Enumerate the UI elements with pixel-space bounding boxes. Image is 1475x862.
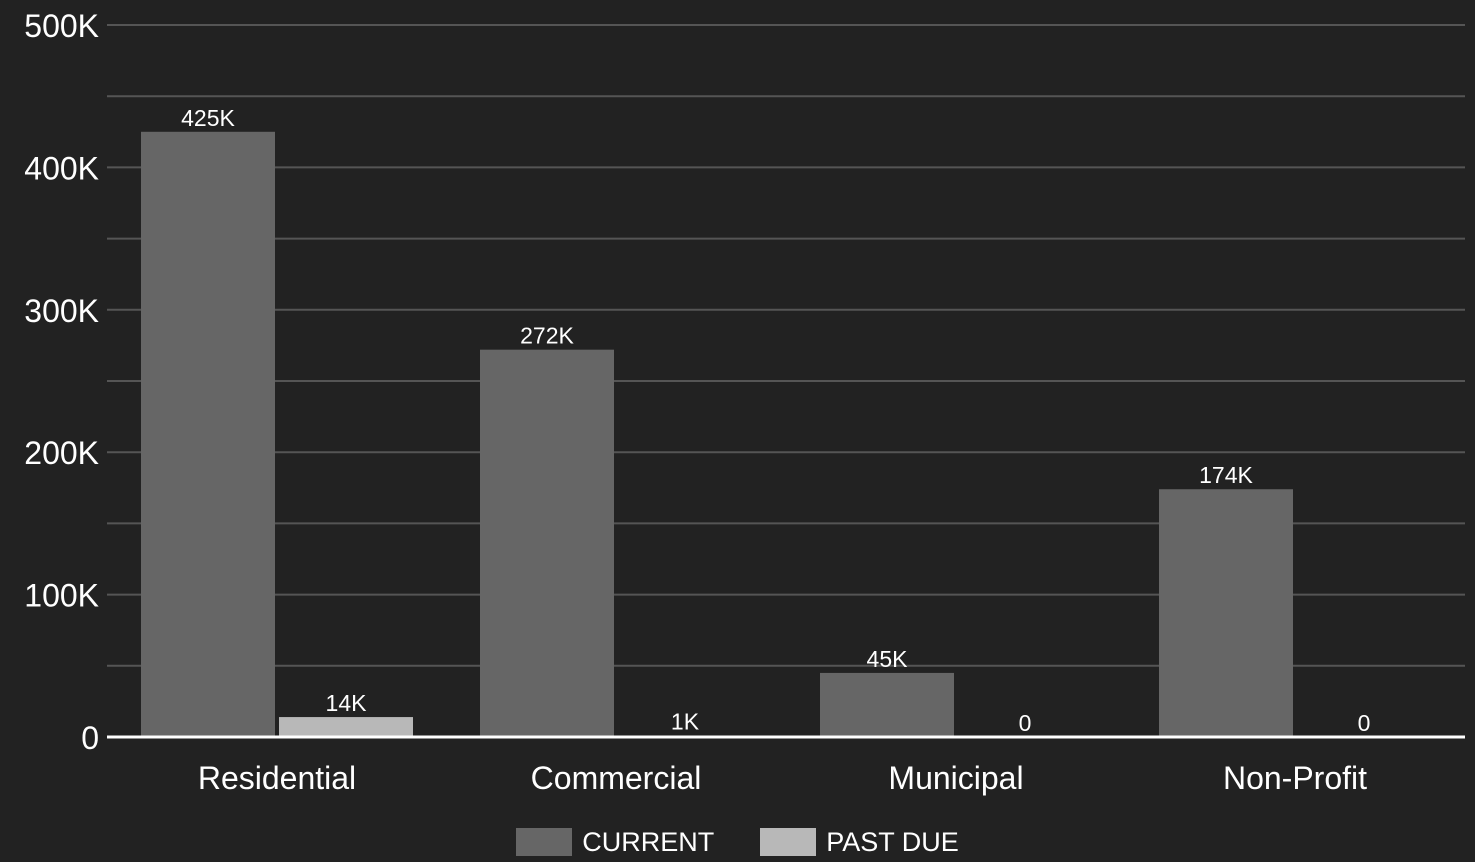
y-tick-label: 500K xyxy=(24,8,99,44)
y-tick-label: 100K xyxy=(24,578,99,614)
data-label-past-due: 0 xyxy=(1358,710,1371,736)
bar-past-due xyxy=(279,717,413,737)
bar-current xyxy=(820,672,954,737)
x-tick-label: Non-Profit xyxy=(1223,760,1367,796)
legend-item-past-due: PAST DUE xyxy=(760,827,959,858)
chart-legend: CURRENT PAST DUE xyxy=(0,827,1475,857)
y-tick-label: 300K xyxy=(24,293,99,329)
legend-label-current: CURRENT xyxy=(582,826,715,857)
data-label-past-due: 14K xyxy=(326,690,368,716)
y-tick-label: 0 xyxy=(81,720,99,756)
y-tick-label: 400K xyxy=(24,150,99,186)
x-tick-label: Commercial xyxy=(531,760,702,796)
data-label-current: 174K xyxy=(1199,462,1253,488)
y-tick-label: 200K xyxy=(24,435,99,471)
data-label-current: 45K xyxy=(867,646,909,672)
data-label-past-due: 0 xyxy=(1019,710,1032,736)
data-label-current: 272K xyxy=(520,323,574,349)
legend-item-current: CURRENT xyxy=(516,827,714,858)
legend-label-past-due: PAST DUE xyxy=(826,826,959,857)
data-label-current: 425K xyxy=(181,105,235,131)
x-tick-label: Municipal xyxy=(888,760,1023,796)
bar-current xyxy=(480,349,614,737)
x-tick-label: Residential xyxy=(198,760,356,796)
bar-current xyxy=(1159,489,1293,737)
data-label-past-due: 1K xyxy=(671,709,700,735)
bar-current xyxy=(141,131,275,738)
legend-swatch-past-due xyxy=(760,828,817,856)
legend-swatch-current xyxy=(516,828,573,856)
